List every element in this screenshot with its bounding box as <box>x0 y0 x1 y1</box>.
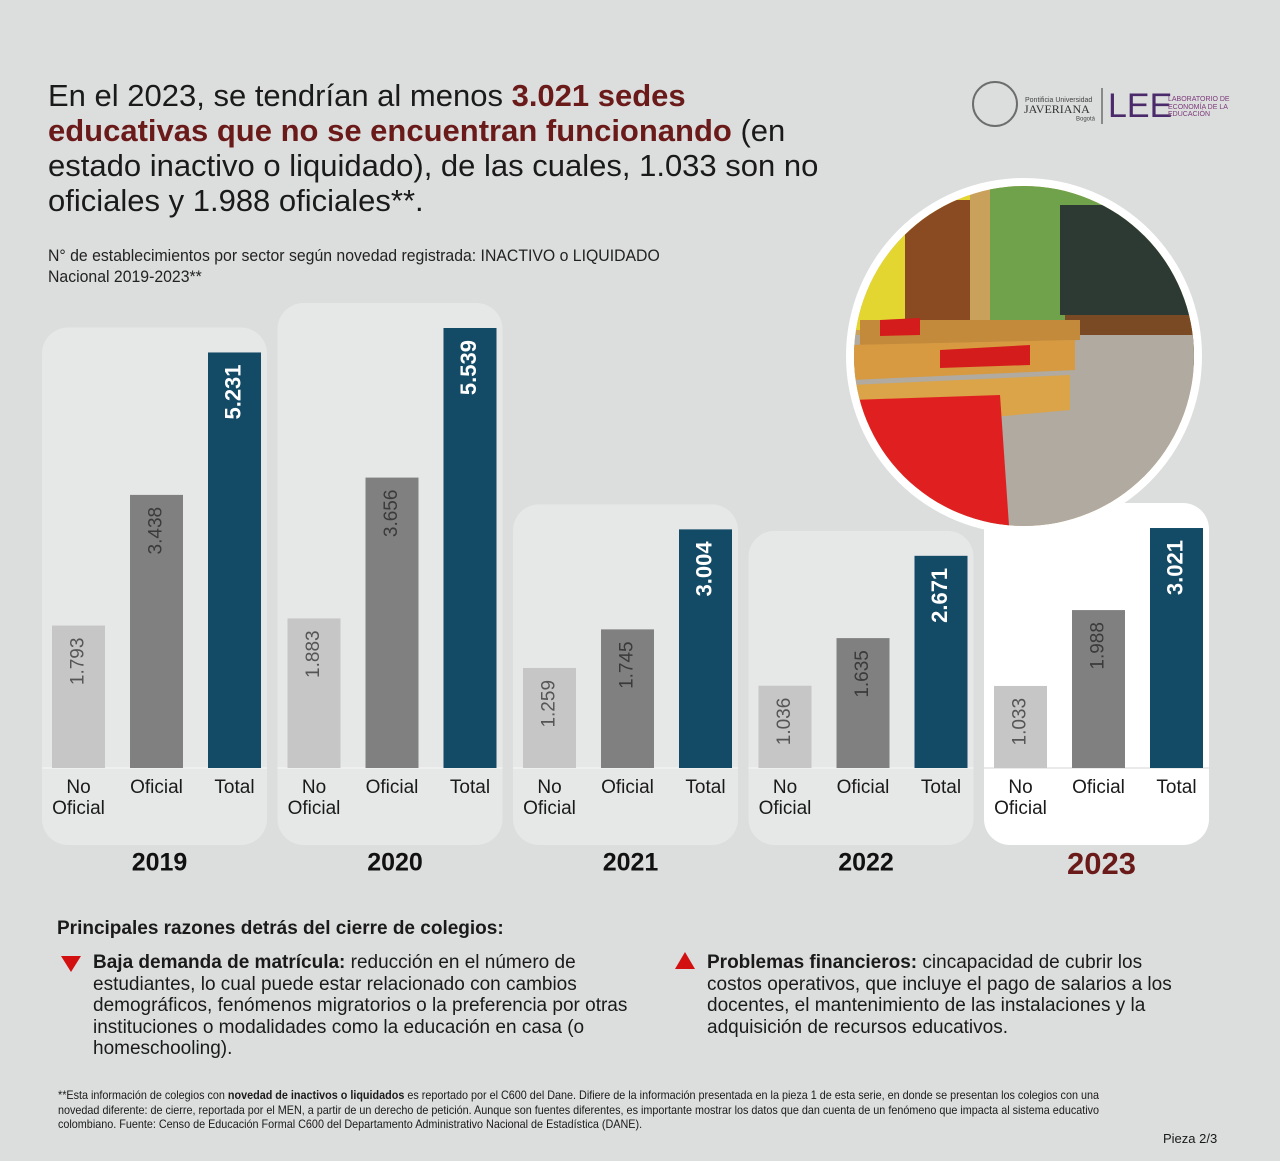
footnote-part: es reportado por el C600 del Dane. Difie… <box>58 1088 1100 1131</box>
title-part: (en estado inactivo o liquidado), de las… <box>48 113 819 218</box>
bar <box>1072 610 1125 768</box>
year-label: 2023 <box>1067 846 1136 881</box>
title: En el 2023, se tendrían al menos 3.021 s… <box>48 78 848 218</box>
value-label: 3.004 <box>691 541 716 597</box>
bar <box>208 352 261 768</box>
bar <box>1150 528 1203 768</box>
category-label: Total <box>214 777 254 798</box>
category-label: Total <box>450 777 490 798</box>
value-label: 1.259 <box>539 680 560 728</box>
category-label: Total <box>685 777 725 798</box>
value-label: 5.231 <box>220 364 245 419</box>
category-label: No Oficial <box>288 777 341 819</box>
footnote: **Esta información de colegios con noved… <box>58 1088 1120 1132</box>
reason-lead: Problemas financieros: <box>707 952 918 973</box>
year-label: 2022 <box>838 849 894 877</box>
classroom-photo <box>846 178 1202 534</box>
logo: Pontificia Universidad JAVERIANA Bogotá … <box>972 81 1230 127</box>
value-label: 3.021 <box>1162 540 1187 595</box>
footnote-part: **Esta información de colegios con <box>58 1088 228 1102</box>
bar <box>287 618 341 768</box>
down-triangle-icon <box>61 956 81 972</box>
category-label: No Oficial <box>523 777 576 819</box>
logo-lab: LEE <box>1108 87 1172 125</box>
title-part: En el 2023, se tendrían al menos <box>48 78 512 113</box>
logo-city: Bogotá <box>1076 117 1096 123</box>
category-label: Oficial <box>130 777 183 798</box>
value-label: 3.438 <box>146 507 167 555</box>
footnote-bold: novedad de inactivos o liquidados <box>227 1088 405 1102</box>
value-label: 1.635 <box>852 650 873 698</box>
year-label: 2020 <box>367 849 423 877</box>
category-label: Oficial <box>837 777 890 798</box>
subtitle-line: N° de establecimientos por sector según … <box>48 246 660 265</box>
bar <box>130 494 183 768</box>
bar <box>758 685 812 768</box>
value-label: 2.671 <box>927 568 952 623</box>
value-label: 1.033 <box>1010 698 1031 746</box>
title-highlight: 3.021 sedes educativas que no se encuent… <box>48 78 732 148</box>
logo-name: JAVERIANA <box>1024 102 1090 116</box>
reason-lead: Baja demanda de matrícula: <box>93 952 346 973</box>
reasons-title: Principales razones detrás del cierre de… <box>57 918 504 939</box>
bar <box>601 629 654 768</box>
year-label: 2021 <box>603 849 659 877</box>
year-label: 2019 <box>132 849 188 877</box>
reason: Problemas financieros: cincapacidad de c… <box>707 952 1177 1038</box>
value-label: 3.656 <box>381 490 402 538</box>
category-label: Oficial <box>601 777 654 798</box>
logo-university: Pontificia Universidad <box>1025 97 1092 104</box>
value-label: 1.793 <box>68 638 89 686</box>
bar <box>914 555 968 768</box>
value-label: 1.036 <box>774 698 795 746</box>
category-label: Oficial <box>1072 777 1125 798</box>
subtitle-line: Nacional 2019-2023** <box>48 267 202 286</box>
category-label: Total <box>1156 777 1196 798</box>
reason-text: reducción en el número de estudiantes, l… <box>93 952 628 1059</box>
bar <box>52 625 105 768</box>
up-triangle-icon <box>675 952 695 969</box>
bar <box>365 477 419 768</box>
value-label: 1.745 <box>617 641 638 689</box>
reason-text: cincapacidad de cubrir los costos operat… <box>707 952 1172 1038</box>
bar <box>443 328 497 768</box>
value-label: 5.539 <box>456 340 481 395</box>
category-label: Oficial <box>366 777 419 798</box>
category-label: No Oficial <box>759 777 812 819</box>
bar <box>679 529 732 768</box>
subtitle: N° de establecimientos por sector según … <box>48 245 755 287</box>
category-label: No Oficial <box>52 777 105 819</box>
value-label: 1.883 <box>303 630 324 678</box>
bar <box>994 685 1047 768</box>
bar <box>523 667 576 768</box>
page-number: Pieza 2/3 <box>1163 1131 1218 1146</box>
value-label: 1.988 <box>1088 622 1109 670</box>
logo-lab-name: LABORATORIO DE ECONOMÍA DE LA EDUCACIÓN <box>1168 96 1230 118</box>
category-label: Total <box>921 777 961 798</box>
category-label: No Oficial <box>994 777 1047 819</box>
bar <box>836 638 890 768</box>
reason: Baja demanda de matrícula: reducción en … <box>93 952 648 1060</box>
